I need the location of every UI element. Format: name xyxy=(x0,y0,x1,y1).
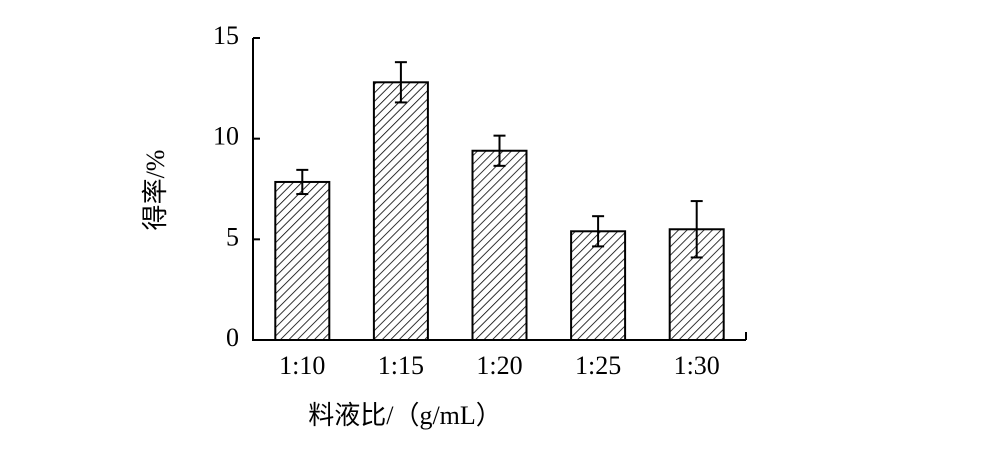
bar xyxy=(471,149,528,341)
bar xyxy=(570,230,627,341)
x-tick-label: 1:30 xyxy=(674,351,720,380)
y-axis-label: 得率/% xyxy=(141,150,170,231)
x-axis-label: 料液比/（g/mL） xyxy=(308,401,502,430)
y-tick-label: 0 xyxy=(226,323,239,352)
bar xyxy=(274,180,331,341)
error-bar xyxy=(394,61,407,104)
y-tick-label: 10 xyxy=(213,122,239,151)
x-tick-label: 1:15 xyxy=(378,351,424,380)
y-tick-label: 15 xyxy=(213,21,239,50)
x-tick-label: 1:25 xyxy=(575,351,621,380)
x-tick-label: 1:10 xyxy=(279,351,325,380)
error-bar xyxy=(493,134,506,167)
x-tick-label: 1:20 xyxy=(476,351,522,380)
bar xyxy=(372,81,429,341)
error-bar xyxy=(592,215,605,248)
error-bar xyxy=(690,200,703,259)
error-bar xyxy=(296,168,309,196)
y-tick-label: 5 xyxy=(226,222,239,251)
